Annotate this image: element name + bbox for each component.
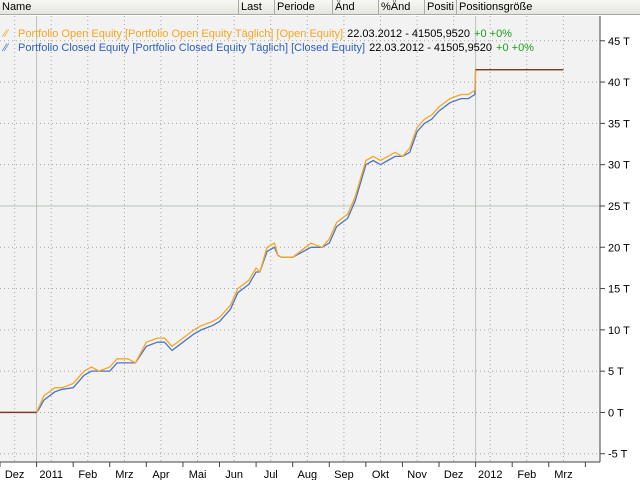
y-tick-label: 30 T [608, 160, 630, 172]
y-tick-label: 10 T [608, 325, 630, 337]
legend-icon-closed: ⁄⁄ [1, 42, 10, 54]
x-tick-label: Aug [298, 469, 318, 480]
x-tick-label: 2012 [478, 469, 502, 480]
x-tick-label: Mrz [115, 469, 133, 480]
series-line-portfolio-open-equity [0, 69, 564, 414]
x-tick-label: Mai [189, 469, 207, 480]
column-header-position-size[interactable]: Positionsgröße [456, 0, 640, 14]
x-tick-label: Apr [152, 469, 169, 480]
x-tick-label: Jun [225, 469, 243, 480]
x-tick-label: Okt [372, 469, 389, 480]
legend-closed-details: 22.03.2012 - 41505,9520 [369, 42, 492, 54]
legend-closed-prefix: Portfolio Closed Equity [Portfolio Close… [18, 42, 365, 54]
x-tick-label: Mrz [554, 469, 572, 480]
y-tick-label: 40 T [608, 77, 630, 89]
x-tick-label: Jul [264, 469, 278, 480]
column-header-change[interactable]: Änd [332, 0, 378, 14]
y-tick-label: -5 T [608, 449, 628, 461]
series-group [0, 68, 564, 414]
equity-chart[interactable]: -5 T 0 T 5 T 10 T 15 T 20 T 25 T 30 T 35 T 40 T 45… [0, 16, 640, 480]
y-tick-label: 20 T [608, 242, 630, 254]
x-tick-label: Nov [407, 469, 427, 480]
legend-closed-change: +0 +0% [496, 42, 534, 54]
legend-line-closed: Portfolio Closed Equity [Portfolio Close… [18, 42, 534, 54]
legend: ⁄⁄ Portfolio Open Equity [Portfolio Open… [1, 28, 534, 54]
legend-item-closed-equity[interactable]: ⁄⁄ Portfolio Closed Equity [Portfolio Cl… [1, 42, 534, 54]
y-tick-label: 25 T [608, 201, 630, 213]
y-tick-label: 35 T [608, 118, 630, 130]
legend-icon-open: ⁄⁄ [1, 28, 10, 40]
column-header-periode[interactable]: Periode [274, 0, 332, 14]
x-tick-label: Dez [5, 469, 25, 480]
x-tick-label: 2011 [39, 469, 63, 480]
y-tick-label: 45 T [608, 36, 630, 48]
legend-item-open-equity[interactable]: ⁄⁄ Portfolio Open Equity [Portfolio Open… [1, 28, 512, 40]
column-header-percent-change[interactable]: %Änd [378, 0, 424, 14]
x-tick-label: Sep [334, 469, 354, 480]
x-tick-label: Dez [444, 469, 464, 480]
plot-background [0, 16, 600, 462]
column-header-name[interactable]: Name [2, 1, 32, 13]
y-tick-label: 15 T [608, 284, 630, 296]
x-tick-label: Feb [78, 469, 97, 480]
legend-open-prefix: Portfolio Open Equity [Portfolio Open Eq… [18, 28, 343, 40]
column-header-position[interactable]: Positi [424, 0, 456, 14]
y-axis: -5 T 0 T 5 T 10 T 15 T 20 T 25 T 30 T 35 T 40 T 45… [600, 36, 630, 461]
y-tick-label: 0 T [608, 407, 624, 419]
x-tick-label: Feb [517, 469, 536, 480]
legend-open-change: +0 +0% [474, 28, 512, 40]
legend-open-details: 22.03.2012 - 41505,9520 [347, 28, 470, 40]
x-axis: Dez 2011 Feb Mrz Apr Mai Jun Jul Aug Sep Okt Nov Dez… [0, 462, 586, 480]
legend-line-open: Portfolio Open Equity [Portfolio Open Eq… [18, 28, 512, 40]
column-header: Name Last Periode Änd %Änd Positi Positi… [0, 0, 640, 15]
column-header-last[interactable]: Last [238, 0, 274, 14]
y-tick-label: 5 T [608, 366, 624, 378]
